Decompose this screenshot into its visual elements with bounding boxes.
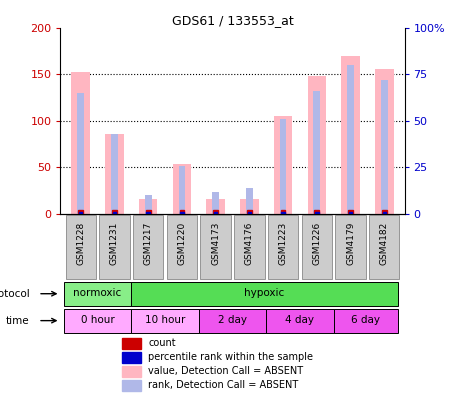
Text: percentile rank within the sample: percentile rank within the sample bbox=[148, 352, 313, 362]
Bar bbox=[240, 199, 259, 214]
Bar bbox=[206, 199, 225, 214]
Bar bbox=[307, 76, 326, 214]
Bar bbox=[78, 210, 83, 214]
Bar bbox=[375, 69, 393, 214]
Bar bbox=[131, 282, 398, 306]
Text: normoxic: normoxic bbox=[73, 288, 122, 298]
Text: 4 day: 4 day bbox=[286, 315, 314, 325]
Bar bbox=[113, 212, 116, 214]
Text: hypoxic: hypoxic bbox=[245, 288, 285, 298]
Text: GSM1231: GSM1231 bbox=[110, 222, 119, 265]
Bar bbox=[179, 166, 185, 214]
Text: GSM1223: GSM1223 bbox=[279, 222, 288, 265]
Bar bbox=[64, 282, 131, 306]
Text: GSM1226: GSM1226 bbox=[312, 222, 321, 265]
Bar bbox=[280, 119, 286, 214]
Bar bbox=[369, 215, 399, 279]
Bar bbox=[146, 212, 150, 214]
Bar bbox=[122, 352, 141, 363]
Bar bbox=[281, 210, 286, 214]
Text: value, Detection Call = ABSENT: value, Detection Call = ABSENT bbox=[148, 366, 303, 376]
Bar bbox=[133, 215, 163, 279]
Text: count: count bbox=[148, 338, 176, 348]
Bar bbox=[314, 210, 319, 214]
Bar bbox=[146, 210, 151, 214]
Bar bbox=[79, 212, 82, 214]
Bar bbox=[199, 308, 266, 333]
Text: GSM4176: GSM4176 bbox=[245, 222, 254, 265]
Text: 2 day: 2 day bbox=[218, 315, 247, 325]
Bar bbox=[347, 65, 354, 214]
Bar bbox=[335, 215, 366, 279]
Bar bbox=[334, 308, 398, 333]
Bar bbox=[341, 56, 360, 214]
Bar bbox=[348, 210, 353, 214]
Text: 0 hour: 0 hour bbox=[81, 315, 114, 325]
Bar bbox=[122, 338, 141, 349]
Bar bbox=[315, 212, 319, 214]
Bar bbox=[382, 210, 387, 214]
Text: protocol: protocol bbox=[0, 289, 29, 299]
Bar bbox=[247, 210, 252, 214]
Bar bbox=[105, 134, 124, 214]
Bar bbox=[179, 210, 184, 214]
Bar bbox=[139, 199, 158, 214]
Bar bbox=[383, 212, 386, 214]
Bar bbox=[200, 215, 231, 279]
Bar bbox=[349, 212, 352, 214]
Bar bbox=[72, 72, 90, 214]
Bar bbox=[281, 212, 285, 214]
Bar bbox=[167, 215, 197, 279]
Text: GSM4179: GSM4179 bbox=[346, 222, 355, 265]
Bar bbox=[99, 215, 130, 279]
Bar bbox=[274, 116, 292, 214]
Bar bbox=[212, 192, 219, 214]
Bar bbox=[381, 80, 388, 214]
Text: GSM4182: GSM4182 bbox=[380, 222, 389, 265]
Bar bbox=[313, 91, 320, 214]
Bar bbox=[112, 210, 117, 214]
Bar bbox=[66, 215, 96, 279]
Bar bbox=[246, 188, 253, 214]
Bar bbox=[64, 308, 131, 333]
Bar bbox=[213, 210, 218, 214]
Bar bbox=[77, 93, 84, 214]
Bar bbox=[180, 212, 184, 214]
Text: GSM4173: GSM4173 bbox=[211, 222, 220, 265]
Bar bbox=[214, 212, 217, 214]
Text: GSM1220: GSM1220 bbox=[177, 222, 186, 265]
Text: 6 day: 6 day bbox=[351, 315, 380, 325]
Bar bbox=[122, 380, 141, 391]
Bar bbox=[122, 366, 141, 377]
Bar bbox=[131, 308, 199, 333]
Text: GSM1228: GSM1228 bbox=[76, 222, 85, 265]
Bar bbox=[268, 215, 298, 279]
Text: GSM1217: GSM1217 bbox=[144, 222, 153, 265]
Bar bbox=[234, 215, 265, 279]
Text: rank, Detection Call = ABSENT: rank, Detection Call = ABSENT bbox=[148, 380, 299, 390]
Bar bbox=[111, 134, 118, 214]
Bar bbox=[248, 212, 251, 214]
Bar bbox=[302, 215, 332, 279]
Title: GDS61 / 133553_at: GDS61 / 133553_at bbox=[172, 13, 293, 27]
Bar bbox=[145, 195, 152, 214]
Bar bbox=[266, 308, 334, 333]
Text: 10 hour: 10 hour bbox=[145, 315, 185, 325]
Bar bbox=[173, 164, 191, 214]
Text: time: time bbox=[6, 316, 29, 326]
